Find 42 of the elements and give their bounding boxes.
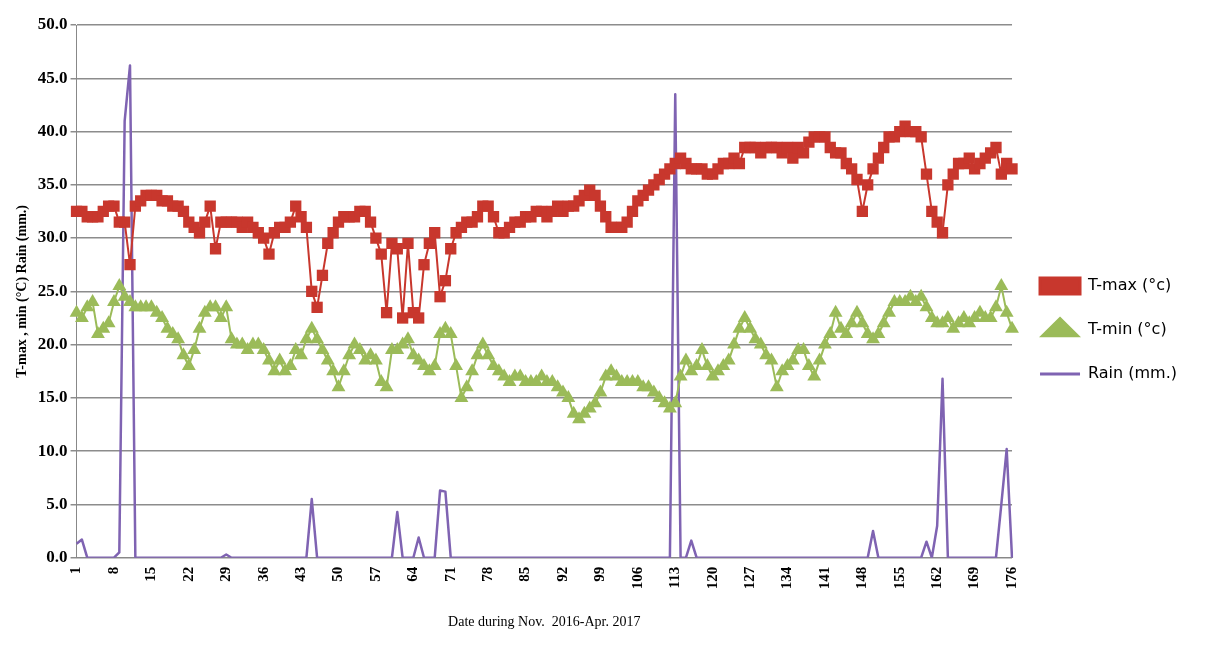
x-tick-label: 99	[591, 566, 608, 582]
y-tick-label: 0.0	[46, 547, 68, 567]
x-tick-label: 120	[703, 566, 720, 590]
x-tick-label: 1	[67, 566, 84, 575]
x-tick-label: 92	[553, 566, 570, 582]
x-tick-label: 155	[890, 566, 907, 590]
x-tick-label: 113	[666, 566, 683, 589]
x-tick-label: 148	[853, 566, 870, 590]
x-tick-label: 162	[928, 566, 945, 590]
x-tick-label: 78	[479, 566, 496, 582]
x-tick-label: 141	[815, 566, 832, 590]
x-tick-label: 71	[441, 566, 458, 582]
legend-label: Rain (mm.)	[1088, 363, 1177, 383]
x-tick-label: 176	[1002, 566, 1019, 590]
x-tick-label: 43	[291, 566, 308, 582]
y-tick-label: 10.0	[37, 440, 68, 460]
y-tick-label: 35.0	[37, 174, 68, 194]
x-tick-label: 22	[179, 566, 196, 582]
x-tick-label: 134	[778, 566, 795, 590]
legend-label: T-min (°c)	[1087, 319, 1167, 339]
y-axis-title: T-max , min (°C) Rain (mm.)	[14, 204, 31, 378]
x-tick-label: 85	[516, 566, 533, 582]
x-tick-label: 57	[366, 566, 383, 582]
x-tick-label: 106	[628, 566, 645, 590]
y-tick-label: 30.0	[37, 227, 68, 247]
x-tick-label: 15	[142, 566, 159, 582]
x-tick-label: 169	[965, 566, 982, 590]
x-tick-label: 29	[217, 566, 234, 582]
y-tick-label: 45.0	[37, 67, 68, 87]
y-tick-label: 5.0	[46, 493, 68, 513]
x-tick-label: 50	[329, 566, 346, 582]
y-tick-label: 40.0	[37, 120, 68, 140]
x-tick-label: 64	[404, 566, 421, 582]
x-tick-label: 127	[740, 566, 757, 590]
y-tick-label: 50.0	[37, 14, 68, 34]
legend-label: T-max (°c)	[1087, 275, 1172, 295]
x-tick-label: 8	[104, 566, 121, 575]
x-axis-title: Date during Nov. 2016-Apr. 2017	[448, 614, 641, 630]
y-tick-label: 20.0	[37, 334, 68, 354]
x-tick-label: 36	[254, 566, 271, 582]
y-tick-label: 15.0	[37, 387, 68, 407]
y-tick-label: 25.0	[37, 280, 68, 300]
